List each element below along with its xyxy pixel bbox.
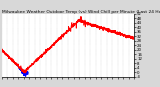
Text: Milwaukee Weather Outdoor Temp (vs) Wind Chill per Minute (Last 24 Hours): Milwaukee Weather Outdoor Temp (vs) Wind…: [2, 10, 160, 14]
